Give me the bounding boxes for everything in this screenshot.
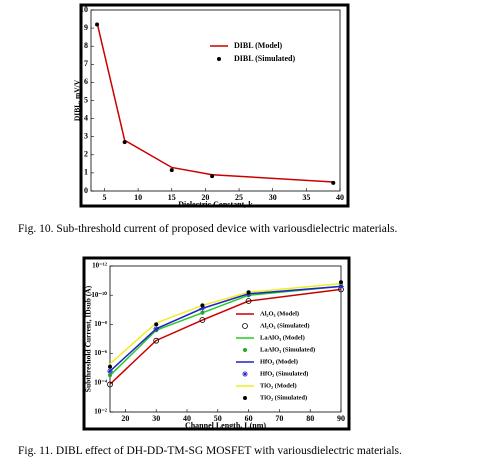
marker bbox=[200, 303, 205, 308]
y-tick-label: 10⁻¹² bbox=[92, 262, 107, 270]
figure-frame bbox=[82, 256, 351, 431]
marker bbox=[95, 22, 100, 27]
legend-swatch bbox=[242, 371, 248, 377]
marker bbox=[107, 368, 113, 375]
marker bbox=[339, 280, 343, 285]
marker bbox=[153, 337, 160, 344]
y-tick-label: 5 bbox=[84, 95, 88, 104]
y-tick-label: 0 bbox=[84, 186, 88, 195]
x-tick-label: 30 bbox=[269, 193, 277, 202]
y-tick-label: 2 bbox=[84, 150, 88, 159]
legend-swatch bbox=[243, 396, 247, 400]
y-tick-label: 9 bbox=[84, 23, 88, 32]
y-tick-label: 1 bbox=[84, 168, 88, 177]
series-line bbox=[109, 288, 342, 385]
x-tick-label: 20 bbox=[121, 414, 129, 423]
y-axis-label: DIBL, mV/V bbox=[73, 79, 82, 121]
series-line bbox=[96, 22, 334, 183]
marker bbox=[108, 373, 112, 378]
legend-label: HfO₂ (Simulated) bbox=[260, 370, 308, 377]
marker bbox=[199, 317, 206, 323]
y-axis-label: Subthreshold Current, IDsub (A) bbox=[84, 285, 93, 392]
x-tick-label: 70 bbox=[275, 414, 283, 423]
x-axis-label: Channel Length, L(nm) bbox=[185, 421, 266, 430]
y-tick-label: 8 bbox=[84, 41, 88, 50]
x-tick-label: 40 bbox=[183, 414, 191, 423]
marker bbox=[338, 283, 344, 290]
y-tick-label: 4 bbox=[84, 113, 88, 122]
legend-swatch bbox=[217, 57, 221, 61]
x-tick-label: 30 bbox=[152, 414, 160, 423]
y-tick-label: 3 bbox=[84, 132, 88, 141]
legend-label: LaAlO₃ (Model) bbox=[260, 334, 305, 341]
x-tick-label: 60 bbox=[245, 414, 253, 423]
legend-label: TiO₂ (Model) bbox=[260, 382, 297, 389]
y-tick-label: 10⁻⁴ bbox=[94, 378, 108, 386]
legend-label: LaAlO₃ (Simulated) bbox=[260, 346, 315, 353]
legend-label: DIBL (Model) bbox=[234, 41, 283, 50]
x-tick-label: 20 bbox=[201, 193, 209, 202]
legend-label: HfO₂ (Model) bbox=[260, 358, 298, 365]
marker bbox=[246, 290, 251, 295]
marker bbox=[154, 322, 159, 327]
caption: Fig. 11. DIBL effect of DH-DD-TM-SG MOSF… bbox=[18, 445, 402, 457]
marker bbox=[200, 310, 205, 315]
marker bbox=[210, 174, 215, 179]
marker bbox=[169, 168, 174, 173]
y-tick-label: 10 bbox=[80, 5, 88, 14]
x-axis-label: Dielectric Constant, k bbox=[178, 200, 253, 209]
legend-label: Al₂O₃ (Simulated) bbox=[260, 322, 310, 329]
marker bbox=[108, 364, 112, 369]
x-tick-label: 10 bbox=[134, 193, 142, 202]
marker bbox=[153, 325, 160, 332]
y-tick-label: 10⁻⁸ bbox=[94, 320, 107, 328]
x-tick-label: 35 bbox=[302, 193, 310, 202]
x-tick-label: 80 bbox=[306, 414, 314, 423]
marker bbox=[107, 381, 113, 388]
y-tick-label: 10⁻² bbox=[94, 408, 107, 416]
y-tick-label: 10⁻⁶ bbox=[94, 349, 107, 357]
marker bbox=[331, 180, 336, 185]
marker bbox=[122, 140, 127, 145]
x-tick-label: 25 bbox=[235, 193, 243, 202]
legend-swatch bbox=[242, 323, 248, 329]
legend-label: TiO₂ (Simulated) bbox=[260, 394, 307, 401]
x-tick-label: 15 bbox=[168, 193, 176, 202]
legend-label: DIBL (Simulated) bbox=[234, 54, 295, 63]
caption: Fig. 10. Sub-threshold current of propos… bbox=[18, 223, 398, 235]
x-tick-label: 5 bbox=[102, 193, 106, 202]
plot-area bbox=[90, 9, 341, 192]
y-tick-label: 7 bbox=[84, 59, 88, 68]
x-tick-label: 40 bbox=[336, 193, 344, 202]
legend-swatch bbox=[243, 348, 247, 352]
marker bbox=[245, 298, 252, 304]
legend-label: Al₂O₃ (Model) bbox=[260, 310, 299, 317]
figure-frame bbox=[79, 3, 350, 208]
marker bbox=[199, 305, 206, 312]
x-tick-label: 90 bbox=[337, 414, 345, 423]
x-tick-label: 50 bbox=[214, 414, 222, 423]
y-tick-label: 6 bbox=[84, 77, 88, 86]
y-tick-label: 10⁻¹⁰ bbox=[91, 291, 107, 299]
